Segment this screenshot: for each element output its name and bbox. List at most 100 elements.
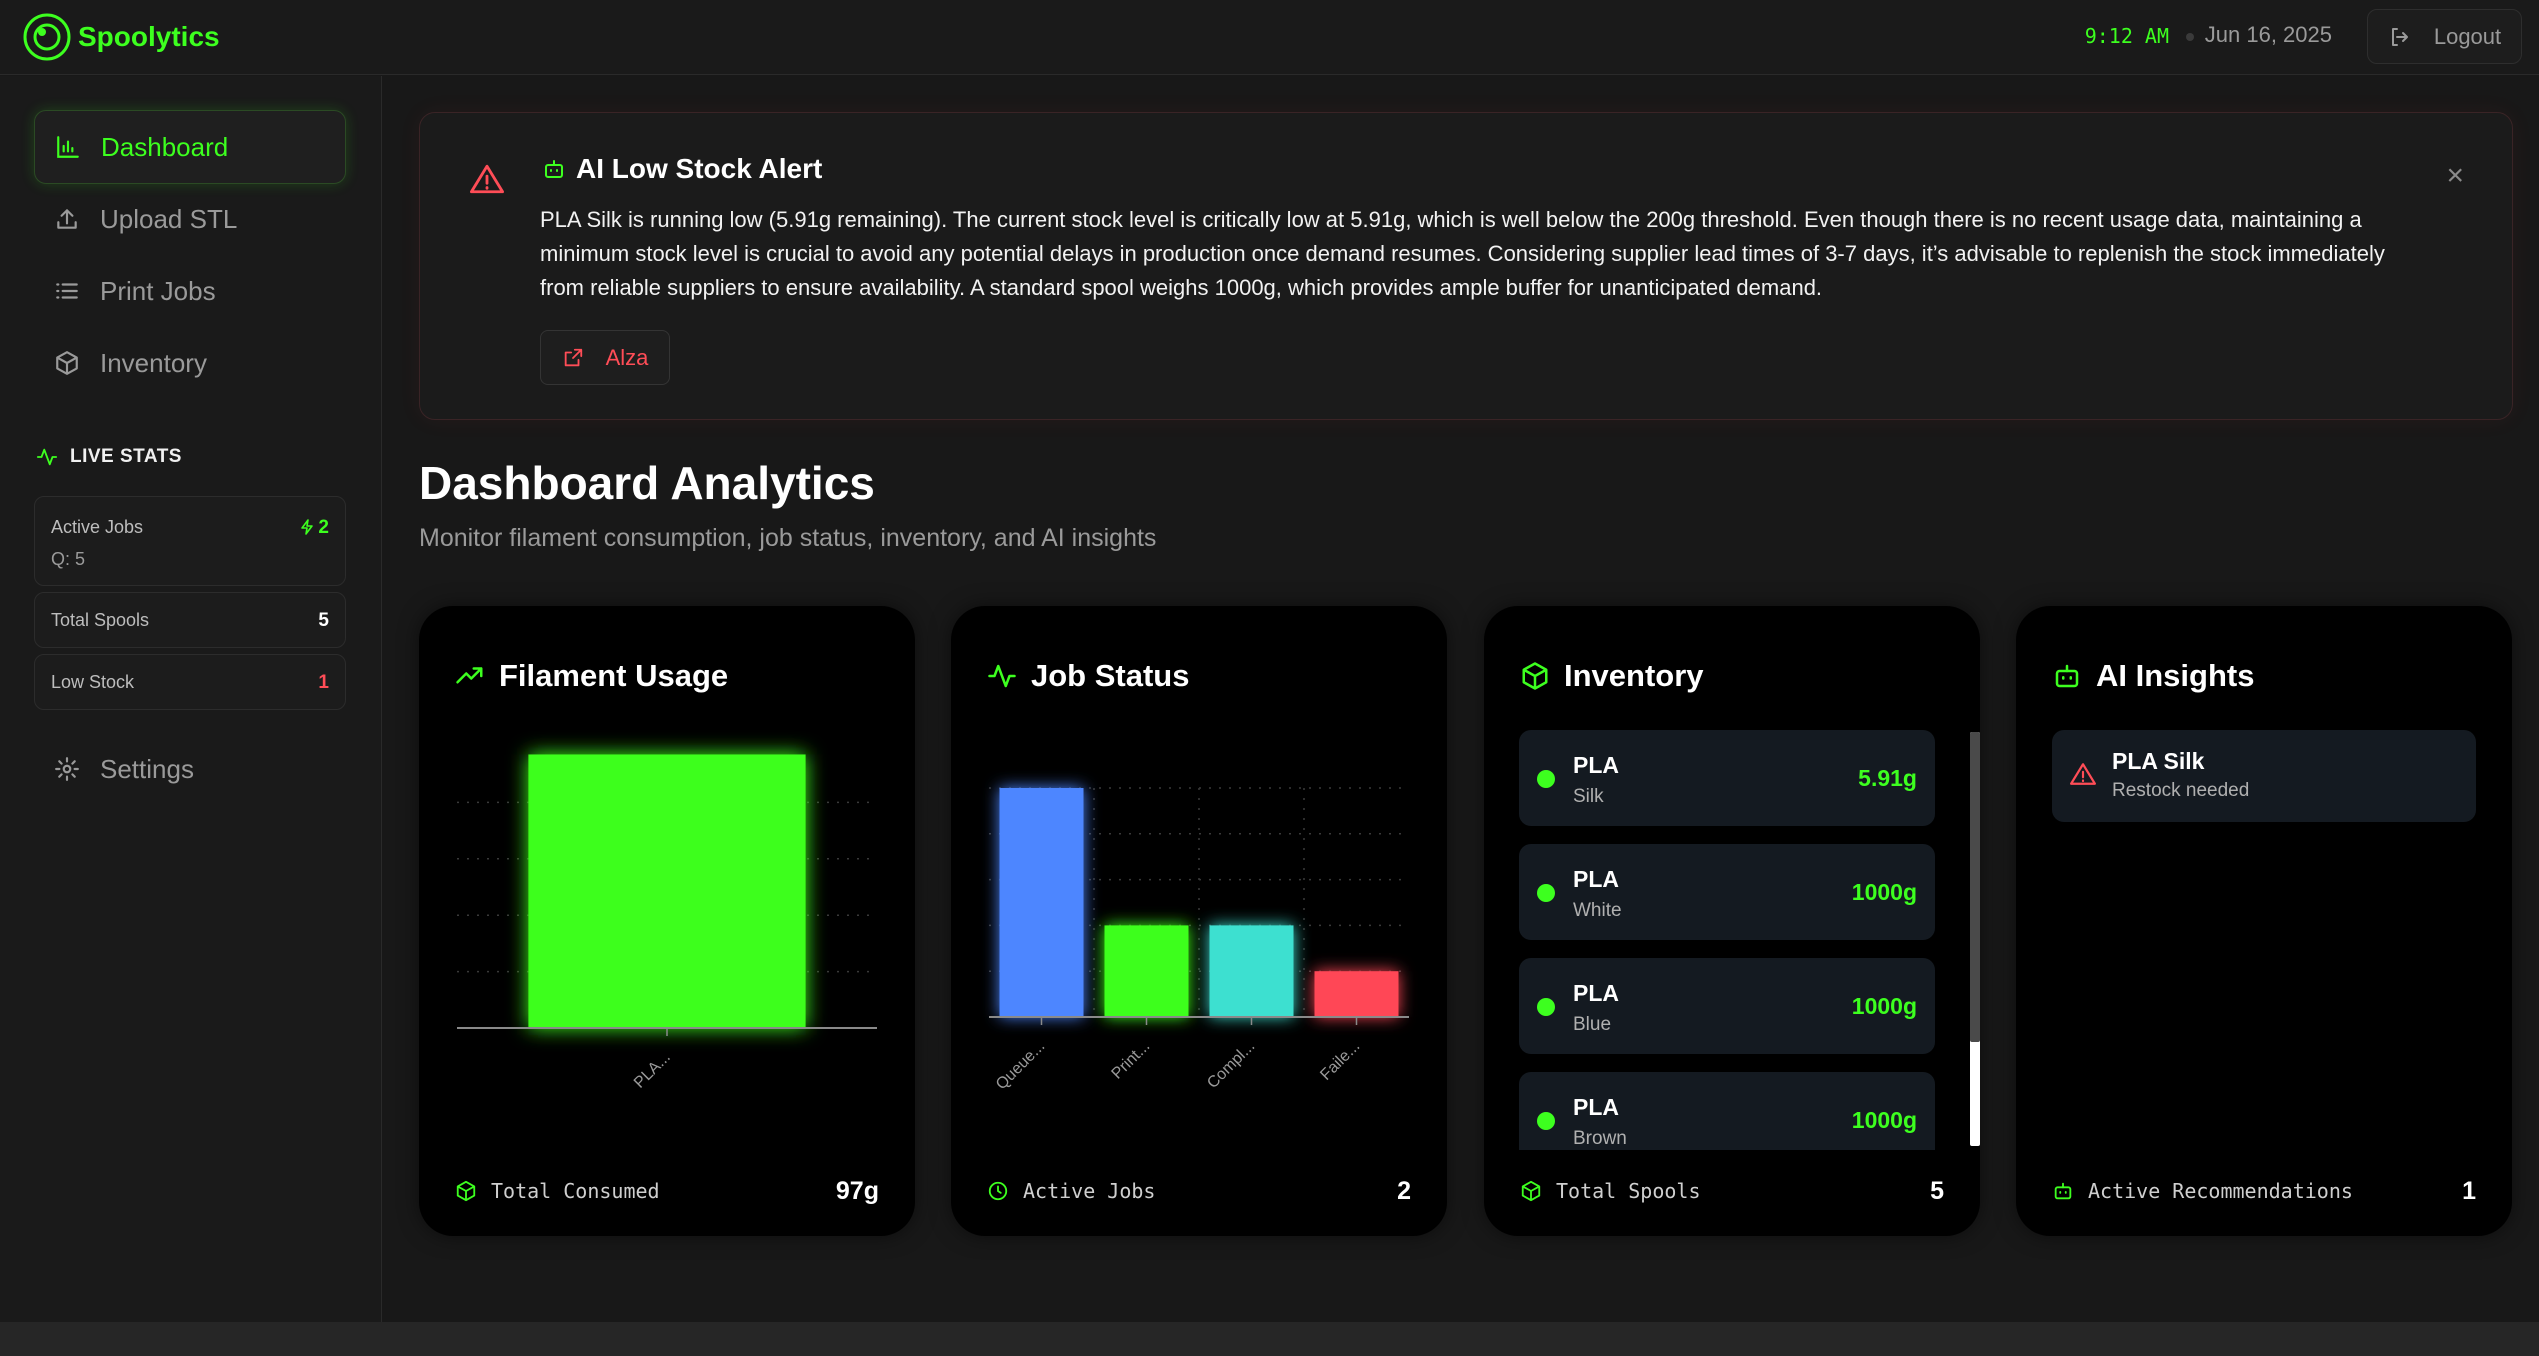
footer-label: Active Recommendations (2088, 1179, 2353, 1203)
alert-message: PLA Silk is running low (5.91g remaining… (540, 207, 2385, 300)
stat-label: Low Stock (51, 672, 135, 692)
status-dot (1537, 884, 1555, 902)
stat-label: Total Spools (51, 610, 150, 630)
footer-value: 97g (835, 1176, 879, 1205)
logout-icon (2391, 27, 2408, 46)
footer-value: 5 (1930, 1176, 1944, 1205)
filament-qty: 1000g (1851, 1107, 1917, 1133)
sidebar-item-upload-stl[interactable]: Upload STL (34, 182, 346, 256)
lightning-icon (301, 519, 314, 535)
sidebar-item-settings[interactable]: Settings (34, 732, 346, 806)
chart-bar (1209, 925, 1294, 1017)
filament-qty: 1000g (1851, 879, 1917, 905)
footer-label: Total Spools (1556, 1179, 1701, 1203)
filament-usage-card: Filament Usage PLA... Total Consumed 97g (419, 606, 915, 1236)
filament-type: PLA (1573, 1094, 1619, 1120)
sidebar: Dashboard Upload STL Print Jobs Inventor… (0, 76, 382, 1322)
tick-label: Compl... (1204, 1038, 1258, 1092)
app-name: Spoolytics (78, 21, 220, 52)
inventory-item[interactable]: PLA Silk 5.91g (1519, 730, 1935, 826)
brand[interactable]: Spoolytics (22, 12, 220, 62)
inventory-item[interactable]: PLA Blue 1000g (1519, 958, 1935, 1054)
filament-color: Blue (1573, 1014, 1612, 1035)
bottom-strip (0, 1322, 2539, 1356)
page-subtitle: Monitor filament consumption, job status… (419, 524, 1157, 552)
inventory-item[interactable]: PLA White 1000g (1519, 844, 1935, 940)
stat-label: Active Jobs (51, 517, 144, 537)
card-title: Job Status (1031, 658, 1190, 693)
card-footer: Active Recommendations 1 (2052, 1176, 2476, 1206)
sidebar-item-inventory[interactable]: Inventory (34, 326, 346, 400)
warning-icon (470, 164, 504, 194)
filament-type: PLA (1573, 752, 1619, 778)
status-dot (1537, 998, 1555, 1016)
external-link-icon (564, 348, 582, 366)
trending-up-icon (456, 667, 483, 684)
robot-icon (2055, 664, 2079, 688)
sidebar-item-label: Upload STL (100, 203, 238, 234)
stat-total-spools: Total Spools 5 (34, 592, 346, 648)
filament-color: White (1573, 900, 1622, 921)
filament-qty: 1000g (1851, 993, 1917, 1019)
inventory-scrollbar[interactable] (1970, 732, 1980, 1146)
chart-bar (1314, 971, 1399, 1017)
robot-icon (545, 160, 563, 178)
clock: 9:12 AM (2084, 24, 2169, 48)
inventory-item[interactable]: PLA Brown 1000g (1519, 1072, 1935, 1150)
footer-label: Active Jobs (1023, 1179, 1156, 1203)
tick-label: PLA... (631, 1049, 674, 1092)
stat-value: 2 (300, 517, 329, 539)
card-title: AI Insights (2096, 658, 2255, 693)
filament-color: Silk (1573, 786, 1604, 807)
chart-bar (999, 788, 1084, 1017)
box-icon (456, 1180, 476, 1202)
logout-label: Logout (2433, 23, 2502, 49)
live-stats-title: LIVE STATS (70, 446, 182, 467)
box-icon (56, 351, 78, 375)
logout-button[interactable]: Logout (2367, 9, 2522, 64)
card-header: Inventory (1520, 658, 1704, 694)
footer-value: 2 (1397, 1176, 1411, 1205)
inventory-list[interactable]: PLA Silk 5.91g PLA White 1000g PLA Blue … (1519, 730, 1935, 1150)
inventory-card: Inventory PLA Silk 5.91g PLA White 1000g… (1484, 606, 1980, 1236)
card-header: AI Insights (2052, 658, 2254, 694)
page-title: Dashboard Analytics (419, 457, 875, 509)
tick-label: Queue... (993, 1038, 1048, 1093)
chart-bar (1104, 925, 1189, 1017)
date: Jun 16, 2025 (2204, 22, 2332, 47)
filament-type: PLA (1573, 866, 1619, 892)
card-footer: Total Consumed 97g (455, 1176, 879, 1206)
separator-dot (2186, 33, 2194, 41)
chart-bar (528, 754, 806, 1028)
robot-icon (2054, 1182, 2072, 1200)
sidebar-item-dashboard[interactable]: Dashboard (34, 110, 346, 184)
activity-icon (36, 448, 58, 466)
ai-insights-card: AI Insights PLA Silk Restock needed Acti… (2016, 606, 2512, 1236)
job-status-chart: Queue... Print... Compl... Faile... (989, 787, 1409, 1093)
sidebar-item-label: Print Jobs (100, 275, 216, 306)
ai-recommendation-item[interactable]: PLA Silk Restock needed (2052, 730, 2476, 822)
spool-logo-icon (23, 13, 71, 61)
supplier-link-label: Alza (605, 344, 649, 370)
scrollbar-thumb[interactable] (1970, 732, 1980, 1042)
live-stats-heading: LIVE STATS (36, 446, 182, 468)
status-dot (1537, 770, 1555, 788)
card-title: Filament Usage (499, 658, 729, 693)
box-icon (1522, 662, 1548, 690)
queue-count: Q: 5 (51, 549, 86, 569)
top-bar: Spoolytics 9:12 AM Jun 16, 2025 Logout (0, 0, 2539, 75)
recommendation-description: Restock needed (2112, 780, 2250, 801)
activity-icon (988, 664, 1016, 688)
sidebar-item-print-jobs[interactable]: Print Jobs (34, 254, 346, 328)
sidebar-item-label: Inventory (100, 347, 207, 378)
clock-icon (988, 1181, 1008, 1201)
close-icon[interactable]: × (2446, 159, 2464, 192)
card-title: Inventory (1564, 658, 1704, 693)
stat-low-stock: Low Stock 1 (34, 654, 346, 710)
low-stock-alert: AI Low Stock Alert PLA Silk is running l… (419, 112, 2513, 420)
sidebar-item-label: Dashboard (101, 131, 229, 162)
warning-icon (2070, 763, 2096, 785)
tick-label: Faile... (1317, 1038, 1363, 1084)
supplier-link-button[interactable]: Alza (540, 330, 670, 385)
filament-type: PLA (1573, 980, 1619, 1006)
